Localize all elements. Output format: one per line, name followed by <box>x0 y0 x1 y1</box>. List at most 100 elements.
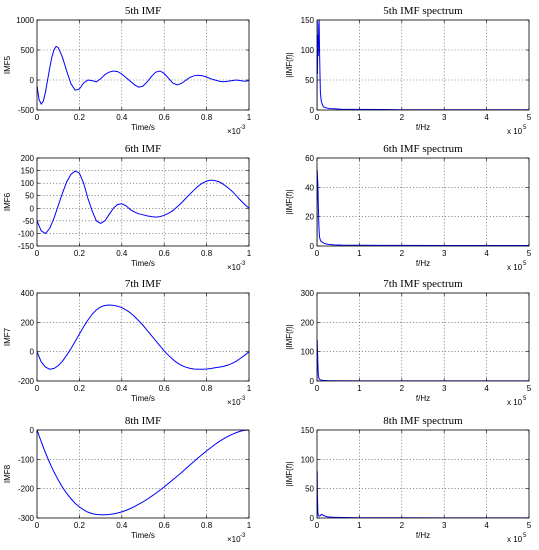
y-axis-label: IMF6 <box>3 192 12 211</box>
x-exponent: 5 <box>523 125 527 131</box>
y-tick-label: 100 <box>301 46 315 55</box>
series-line <box>37 430 249 516</box>
y-tick-label: 200 <box>21 154 35 163</box>
chart-title: 5th IMF <box>125 5 161 17</box>
x-tick-label: 0.4 <box>116 384 128 393</box>
x-tick-label: 1 <box>247 113 252 122</box>
plot-frame <box>316 292 530 382</box>
x-tick-label: 0.8 <box>201 384 213 393</box>
chart-title: 6th IMF <box>125 143 161 155</box>
y-tick-label: 100 <box>301 455 315 464</box>
x-tick-label: 5 <box>527 384 532 393</box>
x-tick-label: 0.6 <box>159 384 171 393</box>
y-tick-label: 0 <box>310 377 315 386</box>
x-tick-label: 1 <box>357 384 362 393</box>
x-tick-label: 0.6 <box>159 249 171 258</box>
plot-frame <box>36 429 250 519</box>
x-tick-label: 2 <box>400 521 405 530</box>
x-exponent: 5 <box>523 533 527 539</box>
x-tick-label: 0 <box>35 384 40 393</box>
y-tick-label: 400 <box>21 289 35 298</box>
x-tick-label: 5 <box>527 249 532 258</box>
x-tick-label: 0 <box>315 521 320 530</box>
x-tick-label: 0.4 <box>116 521 128 530</box>
y-tick-label: 50 <box>305 76 314 85</box>
x-exponent: -3 <box>240 125 246 131</box>
y-axis-label: IMF5 <box>3 55 12 74</box>
y-tick-label: -50 <box>22 217 34 226</box>
plot-frame <box>36 157 250 247</box>
y-tick-label: 0 <box>30 426 35 435</box>
x-tick-label: 3 <box>442 521 447 530</box>
y-tick-label: 0 <box>310 106 315 115</box>
x-axis-label: Time/s <box>131 394 155 403</box>
y-tick-label: 100 <box>301 348 315 357</box>
series-line <box>317 471 529 518</box>
x-exponent: -3 <box>240 261 246 267</box>
x-tick-label: 0.8 <box>201 521 213 530</box>
y-tick-label: 150 <box>21 167 35 176</box>
x-tick-label: 0.2 <box>74 249 86 258</box>
y-tick-label: 60 <box>305 154 314 163</box>
y-tick-label: 50 <box>25 192 34 201</box>
chart-title: 8th IMF <box>125 415 161 427</box>
x-tick-label: 2 <box>400 384 405 393</box>
subplot-7: 0 0.2 0.4 0.6 0.8 1 -300 -200 -100 0 8th IMF Time/s… <box>3 415 252 544</box>
x-tick-label: 0.8 <box>201 113 213 122</box>
x-tick-label: 1 <box>247 249 252 258</box>
chart-title: 7th IMF spectrum <box>383 278 463 290</box>
y-axis-label: IMF7 <box>3 327 12 346</box>
y-tick-label: -100 <box>18 455 35 464</box>
x-axis-label: f/Hz <box>416 123 430 132</box>
plot-frame <box>316 157 530 247</box>
x-exponent: -3 <box>240 396 246 402</box>
chart-title: 5th IMF spectrum <box>383 5 463 17</box>
x-axis-label: f/Hz <box>416 394 430 403</box>
y-axis-label: |IMF(f)| <box>285 324 294 349</box>
x-tick-label: 3 <box>442 113 447 122</box>
y-tick-label: 150 <box>301 426 315 435</box>
x-tick-label: 4 <box>484 384 489 393</box>
x-multiplier: ×10 <box>227 535 241 544</box>
chart-title: 6th IMF spectrum <box>383 143 463 155</box>
x-tick-label: 0.8 <box>201 249 213 258</box>
x-tick-label: 0.6 <box>159 521 171 530</box>
series-line <box>37 45 249 105</box>
y-tick-label: 50 <box>305 485 314 494</box>
x-tick-label: 0 <box>315 249 320 258</box>
subplot-6: 0 1 2 3 4 5 0 100 200 300 7th IMF spectrum f/Hz |IMF… <box>285 278 532 407</box>
y-tick-label: 500 <box>21 46 35 55</box>
y-tick-label: -500 <box>18 106 35 115</box>
series-line <box>37 304 249 370</box>
x-axis-label: Time/s <box>131 259 155 268</box>
x-tick-label: 0.2 <box>74 384 86 393</box>
x-tick-label: 4 <box>484 521 489 530</box>
y-tick-label: 300 <box>301 289 315 298</box>
y-tick-label: -200 <box>18 377 35 386</box>
y-tick-label: 0 <box>30 76 35 85</box>
x-exponent: -3 <box>240 533 246 539</box>
x-tick-label: 0.4 <box>116 249 128 258</box>
plot-frame <box>36 292 250 382</box>
series-line <box>37 170 249 235</box>
y-axis-label: |IMF(f)| <box>285 461 294 486</box>
y-tick-label: -300 <box>18 514 35 523</box>
x-tick-label: 2 <box>400 249 405 258</box>
y-axis-label: |IMF(f)| <box>285 189 294 214</box>
y-tick-label: 200 <box>21 318 35 327</box>
series-line <box>317 169 529 246</box>
y-tick-label: -150 <box>18 242 35 251</box>
y-tick-label: -100 <box>18 229 35 238</box>
y-tick-label: 40 <box>305 183 314 192</box>
y-tick-label: 0 <box>310 514 315 523</box>
plot-frame <box>316 19 530 111</box>
subplot-3: 0 0.2 0.4 0.6 0.8 1 -150 -100 -50 0 50 100 150 200 6th… <box>3 143 252 272</box>
y-tick-label: 150 <box>301 16 315 25</box>
x-tick-label: 4 <box>484 249 489 258</box>
y-tick-label: -200 <box>18 485 35 494</box>
x-exponent: 5 <box>523 396 527 402</box>
